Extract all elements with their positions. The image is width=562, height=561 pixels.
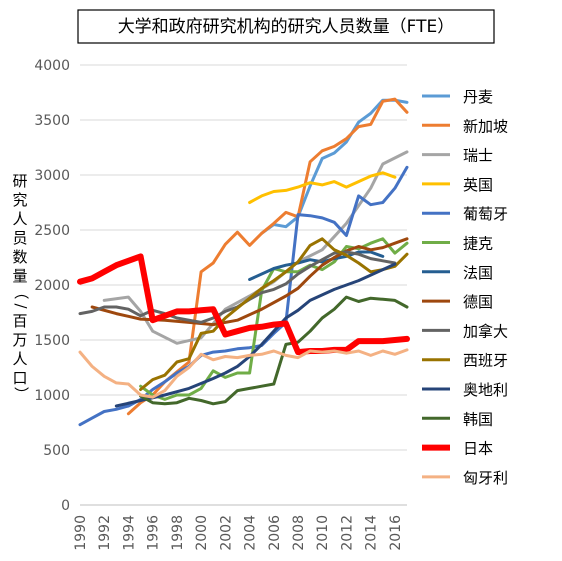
legend-label: 英国 bbox=[463, 176, 493, 194]
series-line-9 bbox=[139, 237, 409, 391]
legend-label: 匈牙利 bbox=[463, 469, 508, 487]
legend-label: 法国 bbox=[463, 264, 493, 282]
y-axis-label-char: 百 bbox=[12, 312, 27, 330]
legend-label: 葡萄牙 bbox=[463, 205, 508, 223]
y-axis-label-char: （ bbox=[12, 284, 30, 299]
legend-label: 丹麦 bbox=[463, 88, 493, 106]
x-tick-label: 1998 bbox=[170, 515, 186, 551]
x-tick-label: 2016 bbox=[388, 515, 404, 551]
chart-title-text: 大学和政府研究机构的研究人员数量（FTE） bbox=[118, 17, 455, 37]
legend-label: 新加坡 bbox=[463, 117, 508, 135]
y-axis-label-char: 研 bbox=[12, 172, 27, 190]
series-line-7 bbox=[90, 237, 409, 327]
series-line-12 bbox=[77, 253, 410, 356]
x-tick-label: 2006 bbox=[267, 515, 283, 551]
gridlines bbox=[80, 64, 407, 506]
x-tick-label: 1992 bbox=[97, 515, 113, 551]
x-tick-label: 2014 bbox=[364, 515, 380, 551]
x-tick-label: 2004 bbox=[243, 515, 259, 551]
y-axis-label-char: / bbox=[12, 303, 30, 309]
legend-label: 德国 bbox=[463, 293, 493, 311]
series-line-6 bbox=[248, 250, 385, 281]
x-tick-label: 2012 bbox=[339, 515, 355, 551]
x-tick-label: 2008 bbox=[291, 515, 307, 551]
x-tick-label: 1994 bbox=[121, 515, 137, 551]
x-tick-label: 1996 bbox=[146, 515, 162, 551]
series-lines bbox=[77, 97, 410, 427]
y-tick-label: 0 bbox=[61, 498, 70, 514]
y-tick-label: 1500 bbox=[34, 333, 70, 349]
series-line-11 bbox=[139, 295, 409, 406]
series-line-3 bbox=[248, 171, 397, 204]
legend-label: 韩国 bbox=[463, 410, 493, 428]
y-tick-label: 3500 bbox=[34, 113, 70, 129]
legend-label: 加拿大 bbox=[463, 322, 508, 340]
y-tick-label: 2000 bbox=[34, 278, 70, 294]
y-axis-label-char: 口 bbox=[12, 369, 27, 387]
y-axis-label-char: 究 bbox=[12, 191, 27, 209]
series-line-13 bbox=[78, 348, 409, 399]
chart-title: 大学和政府研究机构的研究人员数量（FTE） bbox=[77, 9, 495, 44]
x-tick-label: 2010 bbox=[315, 515, 331, 551]
x-axis-ticks: 1990 1992 1994 1996 1998 2000 2002 2004 2006 2008… bbox=[73, 515, 404, 551]
y-tick-label: 1000 bbox=[34, 388, 70, 404]
x-tick-label: 1990 bbox=[73, 515, 89, 551]
legend-label: 西班牙 bbox=[463, 352, 508, 370]
legend-label: 瑞士 bbox=[463, 147, 493, 165]
y-tick-label: 3000 bbox=[34, 168, 70, 184]
series-line-10 bbox=[114, 262, 397, 408]
y-axis-label-char: 人 bbox=[12, 350, 27, 368]
y-axis-label-char: 万 bbox=[12, 331, 27, 349]
x-tick-label: 2002 bbox=[218, 515, 234, 551]
y-axis-label-char: 量 bbox=[12, 267, 27, 285]
y-axis-label-char: 员 bbox=[12, 229, 27, 247]
y-axis-label-char: 数 bbox=[12, 248, 27, 266]
legend-label: 捷克 bbox=[463, 235, 493, 253]
y-tick-label: 4000 bbox=[34, 58, 70, 74]
x-tick-label: 2000 bbox=[194, 515, 210, 551]
legend-label: 日本 bbox=[463, 440, 493, 458]
y-tick-label: 500 bbox=[43, 443, 70, 459]
y-axis-label-char: ） bbox=[12, 386, 30, 401]
y-axis-label-char: 人 bbox=[12, 210, 27, 228]
y-axis-ticks: 0 500 1000 1500 2000 2500 3000 3500 4000 bbox=[34, 58, 70, 514]
y-tick-label: 2500 bbox=[34, 223, 70, 239]
legend-label: 奥地利 bbox=[463, 381, 508, 399]
